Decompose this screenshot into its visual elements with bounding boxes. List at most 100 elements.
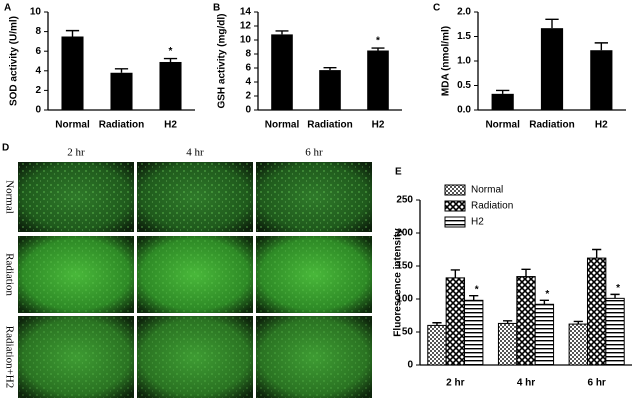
micrograph-speckle [137,162,253,232]
bar [367,50,389,110]
legend-swatch [444,184,466,196]
y-tick-label: 2.0 [457,7,471,18]
error-bar [469,295,479,301]
micrograph-speckle [18,316,134,398]
x-tick-label: H2 [595,120,608,131]
bar [319,70,341,110]
significance-star: * [475,284,479,295]
y-tick-label: 1.0 [457,56,471,67]
x-tick-label: H2 [372,120,385,131]
significance-star: * [169,46,173,57]
x-tick-label: Radiation [529,120,575,131]
y-tick-label: 2 [245,91,251,102]
bar [605,297,625,366]
micrograph-speckle [18,236,134,313]
x-tick-label: Normal [265,120,300,131]
y-axis-title: MDA (nmol/ml) [441,26,452,96]
x-tick-label: 4 hr [517,378,535,389]
micrograph-speckle [256,162,372,232]
bar [159,61,182,110]
error-bar [65,29,80,37]
bar [497,322,518,366]
x-tick-label: Normal [55,120,90,131]
panel-label: A [4,3,11,14]
bar [464,299,484,366]
y-tick-label: 200 [396,228,413,239]
panel-label: D [2,143,9,154]
panel-label: C [433,3,440,14]
y-tick-label: 100 [396,294,413,305]
y-tick-label: 0 [35,105,41,116]
significance-star: * [376,36,380,47]
legend-label: Normal [471,185,503,196]
legend-swatch [444,216,466,228]
panel-label: B [213,3,220,14]
y-tick-label: 0 [407,360,413,371]
legend-label: Radiation [471,201,513,212]
y-tick-label: 150 [396,261,413,272]
bar [590,50,613,110]
y-tick-label: 6 [245,63,251,74]
x-tick-label: Radiation [99,120,145,131]
bar [534,303,555,366]
micrograph-speckle [137,316,253,398]
bar [271,34,293,110]
column-label: 4 hr [186,147,204,159]
y-tick-label: 0 [245,105,251,116]
y-tick-label: 250 [396,195,413,206]
y-tick-label: 0.0 [457,105,471,116]
error-bar [163,57,178,62]
y-tick-label: 12 [240,21,252,32]
micrograph-speckle [256,316,372,398]
x-tick-label: 6 hr [587,378,605,389]
micrograph-speckle [18,162,134,232]
column-label: 2 hr [67,147,85,159]
y-tick-label: 10 [240,35,252,46]
y-axis-title: SOD activity (U/ml) [9,16,20,106]
micrograph-speckle [137,236,253,313]
error-bar [610,293,620,299]
error-bar [521,268,531,277]
panel-label: E [395,167,402,178]
error-bar [539,299,549,305]
column-label: 6 hr [305,147,323,159]
error-bar [114,68,129,73]
error-bar [450,269,460,278]
row-label: Radiation [3,253,15,296]
bar [445,277,466,366]
error-bar [592,248,602,259]
y-tick-label: 4 [35,65,41,76]
error-bar [545,18,559,29]
error-bar [496,89,510,94]
error-bar [503,320,513,324]
y-tick-label: 8 [245,49,251,60]
error-bar [573,320,583,325]
y-tick-label: 10 [30,7,42,18]
micrograph-speckle [256,236,372,313]
x-tick-label: 2 hr [446,378,464,389]
bar [110,72,133,110]
error-bar [432,322,442,326]
x-tick-label: H2 [164,120,177,131]
bar [427,324,447,366]
y-tick-label: 14 [240,7,252,18]
y-tick-label: 1.5 [457,31,471,42]
row-label: Radiation+H2 [3,326,15,388]
y-tick-label: 6 [35,46,41,57]
row-label: Normal [3,180,15,214]
bar [568,323,588,366]
y-axis-title: GSH activity (mg/dl) [217,13,228,108]
y-axis-title: Fluorescence intensity [393,228,404,337]
y-tick-label: 4 [245,77,251,88]
x-tick-label: Radiation [307,120,353,131]
error-bar [275,30,289,35]
y-tick-label: 8 [35,26,41,37]
significance-star: * [616,283,620,294]
y-tick-label: 50 [402,327,414,338]
legend-swatch [444,200,466,212]
legend-label: H2 [471,217,484,228]
error-bar [323,66,337,71]
y-tick-label: 2 [35,85,41,96]
significance-star: * [545,289,549,300]
